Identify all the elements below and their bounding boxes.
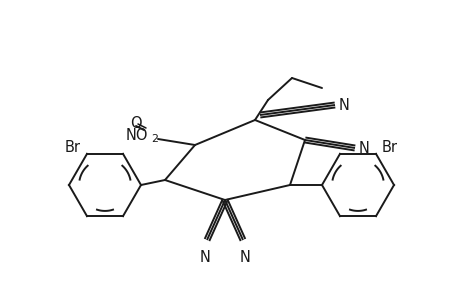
Text: O: O (130, 116, 141, 130)
Text: N: N (358, 140, 369, 155)
Text: Br: Br (65, 140, 81, 155)
Text: 2: 2 (151, 134, 157, 144)
Text: N: N (199, 250, 210, 265)
Text: N: N (338, 98, 349, 112)
Text: Br: Br (381, 140, 397, 155)
Text: NO: NO (125, 128, 148, 142)
Text: N: N (239, 250, 250, 265)
